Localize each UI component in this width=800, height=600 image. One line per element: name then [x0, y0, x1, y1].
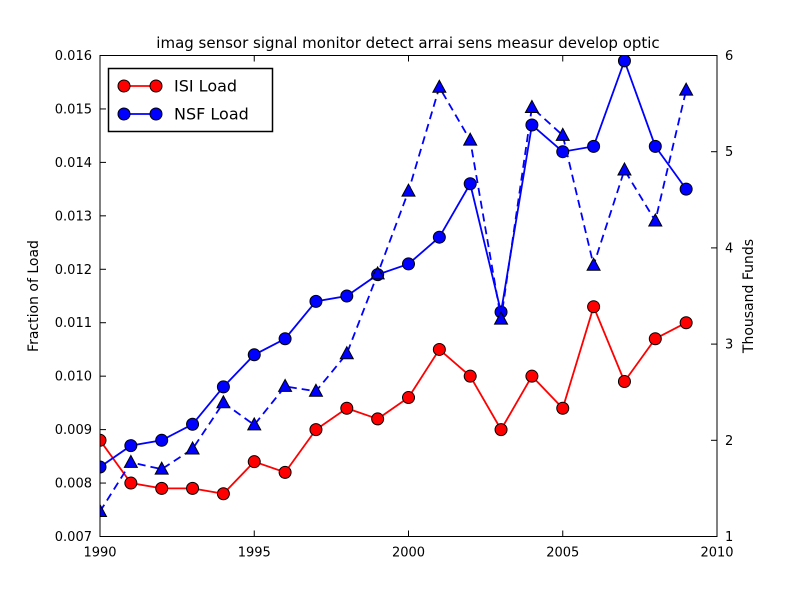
y-tick-label-left: 0.014 [55, 156, 92, 171]
nsf-load-marker [100, 460, 107, 474]
series-2-marker [100, 503, 108, 517]
isi-load-marker [124, 476, 138, 490]
series-2-marker [555, 127, 571, 141]
y-axis-label-left: Fraction of Load [26, 240, 42, 352]
series-2-marker [370, 265, 385, 280]
x-tick-label: 2000 [392, 546, 425, 561]
x-tick-label: 2010 [700, 546, 733, 561]
y-tick-label-right: 3 [725, 338, 733, 353]
series-2-marker [308, 383, 324, 397]
nsf-load-marker [216, 380, 230, 394]
series-2-marker [246, 416, 262, 431]
series-2-marker [524, 99, 540, 113]
axes-frame [99, 55, 718, 537]
nsf-load-marker [648, 139, 662, 153]
y-tick-label-left: 0.015 [55, 102, 92, 117]
isi-load-line [100, 304, 687, 495]
series-2-marker [339, 345, 355, 360]
nsf-load-marker [247, 348, 261, 362]
isi-load-marker [371, 412, 385, 426]
nsf-load-marker [340, 289, 354, 303]
axis-tick-labels: 1990 1995 2000 2005 2010 0.007 0.008 0.009 0.010… [55, 49, 734, 561]
isi-load-marker [100, 433, 107, 447]
isi-load-marker [463, 369, 477, 383]
x-tick-label: 2005 [546, 546, 579, 561]
isi-load-marker [648, 332, 662, 346]
series-2-marker [617, 161, 632, 176]
nsf-load-marker [525, 118, 539, 132]
isi-load-marker [309, 423, 323, 437]
legend-sample-marker [117, 79, 131, 93]
isi-load-marker [402, 391, 415, 405]
y-tick-label-left: 0.013 [55, 209, 92, 224]
x-tick-label: 1990 [83, 546, 116, 561]
series-2-marker [123, 454, 139, 468]
y-tick-label-left: 0.007 [55, 530, 92, 545]
y-tick-label-right: 1 [725, 530, 733, 545]
series-2-marker [647, 212, 663, 227]
x-tick-label: 1995 [238, 546, 271, 561]
isi-load-marker [679, 316, 693, 330]
legend-frame [107, 67, 274, 133]
nsf-load-marker [155, 433, 169, 447]
series-2-marker [401, 183, 416, 197]
nsf-load-marker [278, 332, 292, 346]
series-2-marker [678, 82, 694, 96]
series-2-marker [493, 311, 509, 325]
isi-load-marker [494, 423, 508, 437]
series-2-marker [216, 394, 231, 409]
series-2-marker [586, 257, 601, 271]
isi-load-marker [340, 401, 354, 415]
y-tick-label-right: 6 [725, 49, 733, 64]
legend-box: ISI Load NSF Load [107, 67, 274, 133]
isi-load-marker [216, 487, 230, 501]
isi-load-marker [525, 369, 539, 383]
nsf-load-marker [617, 55, 631, 68]
y-tick-label-right: 2 [725, 434, 733, 449]
isi-load-marker [556, 401, 570, 415]
nsf-load-marker [679, 182, 693, 196]
chart-title: imag sensor signal monitor detect arrai … [156, 34, 659, 52]
axis-ticks [99, 55, 718, 537]
y-tick-label-left: 0.011 [55, 316, 92, 331]
isi-load-marker [617, 375, 631, 389]
series-2-marker [154, 461, 170, 475]
isi-load-marker [155, 481, 169, 495]
nsf-load-marker [309, 294, 323, 308]
series-group [100, 55, 694, 517]
nsf-load-marker [402, 257, 415, 271]
isi-load-marker [247, 455, 261, 469]
y-tick-label-right: 4 [725, 241, 733, 256]
isi-load-marker [278, 465, 292, 479]
y-tick-label-left: 0.009 [55, 423, 92, 438]
y-axis-label-right: Thousand Funds [741, 239, 757, 354]
nsf-load-marker [587, 139, 601, 153]
legend-label: ISI Load [174, 77, 237, 96]
nsf-load-marker [124, 439, 138, 453]
isi-load-marker [186, 481, 200, 495]
y-tick-label-left: 0.012 [55, 263, 92, 278]
nsf-load-marker [432, 230, 446, 244]
isi-load-marker [432, 342, 446, 356]
legend-sample-marker [149, 79, 163, 93]
y-tick-label-left: 0.016 [55, 49, 92, 64]
legend-label: NSF Load [174, 105, 249, 124]
y-tick-label-left: 0.010 [55, 370, 92, 385]
series-2-marker [432, 79, 447, 93]
series-2-line [100, 84, 688, 512]
legend-sample-marker [117, 107, 131, 121]
y-tick-label-right: 5 [725, 145, 733, 160]
y-tick-label-left: 0.008 [55, 477, 92, 492]
series-2-marker [277, 378, 293, 392]
nsf-load-marker [186, 417, 200, 431]
legend-sample-marker [149, 107, 163, 121]
nsf-load-marker [556, 145, 570, 159]
nsf-load-marker [463, 177, 477, 191]
series-2-marker [185, 440, 200, 455]
series-2-marker [462, 132, 478, 146]
isi-load-marker [587, 300, 601, 314]
